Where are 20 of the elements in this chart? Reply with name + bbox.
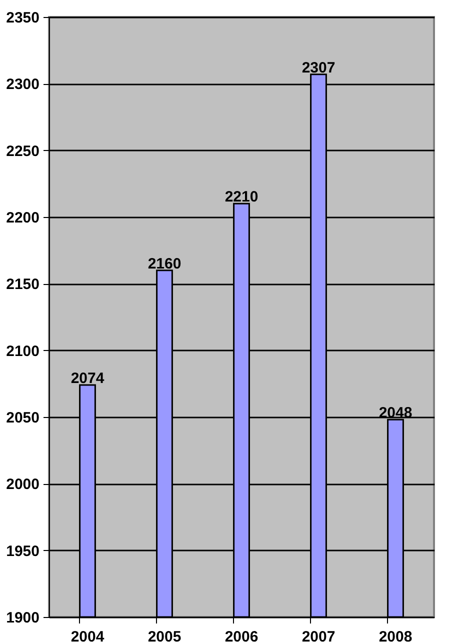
data-label: 2074: [70, 370, 105, 387]
data-label: 2160: [148, 255, 182, 272]
x-tick-label: 2004: [70, 628, 105, 642]
y-tick-label: 2300: [6, 76, 40, 94]
data-label: 2307: [302, 59, 336, 76]
y-tick-label: 2000: [6, 476, 40, 494]
y-tick-label: 2100: [6, 342, 40, 360]
x-tick-label: 2008: [378, 628, 412, 642]
y-tick-label: 2050: [6, 410, 40, 426]
x-tick-label: 2005: [148, 628, 182, 642]
y-tick-label: 2350: [6, 10, 40, 26]
y-tick-label: 2250: [6, 142, 40, 160]
y-tick-label: 1950: [6, 542, 40, 560]
y-tick-label: 1900: [6, 610, 40, 626]
data-label: 2048: [378, 404, 412, 422]
x-tick-label: 2006: [224, 628, 258, 642]
data-label: 2210: [224, 188, 258, 206]
y-tick-label: 2200: [6, 210, 40, 226]
y-tick-label: 2150: [6, 276, 40, 294]
x-tick-label: 2007: [302, 628, 336, 642]
